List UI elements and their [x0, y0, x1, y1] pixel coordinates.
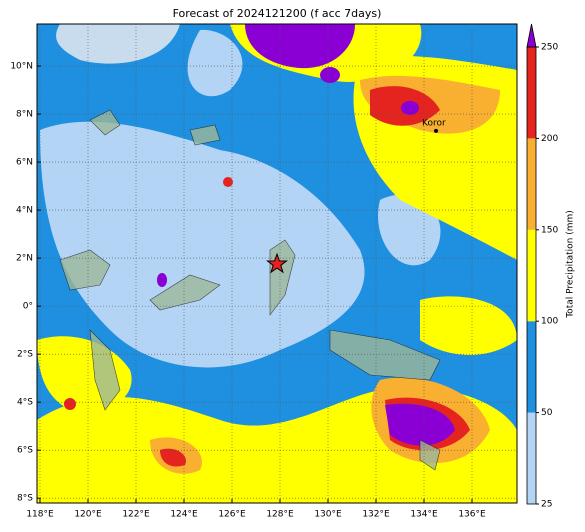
x-tick-label: 118°E: [26, 510, 54, 520]
x-tick-label: 126°E: [218, 510, 246, 520]
colorbar-segment: [527, 229, 536, 322]
colorbar-tick-label: 250: [541, 43, 558, 53]
map-frame: [36, 23, 518, 504]
y-tick-label: 6°S: [17, 446, 33, 456]
y-tick-label: 8°N: [16, 110, 33, 120]
colorbar-tick-label: 150: [541, 225, 558, 235]
y-tick-label: 4°S: [17, 398, 33, 408]
colorbar-frame: [526, 46, 537, 505]
y-tick-label: 2°S: [17, 350, 33, 360]
colorbar-tick-label: 200: [541, 134, 558, 144]
y-tick-label: 4°N: [16, 206, 33, 216]
y-tick-label: 2°N: [16, 254, 33, 264]
map-title: Forecast of 2024121200 (f acc 7days): [173, 7, 382, 20]
colorbar-segment: [527, 321, 536, 413]
location-star: [266, 252, 288, 274]
x-tick-label: 120°E: [74, 510, 102, 520]
colorbar-tick-label: 100: [541, 317, 558, 327]
x-tick-label: 122°E: [122, 510, 150, 520]
x-tick-label: 136°E: [458, 510, 486, 520]
y-tick-label: 0°: [23, 302, 33, 312]
x-tick-label: 124°E: [170, 510, 198, 520]
colorbar-tick-label: 25: [541, 500, 552, 510]
colorbar-extend: [526, 23, 537, 48]
colorbar-segment: [527, 412, 536, 504]
x-tick-label: 128°E: [266, 510, 294, 520]
y-tick-label: 6°N: [16, 158, 33, 168]
x-tick-label: 130°E: [314, 510, 342, 520]
colorbar-segment: [527, 138, 536, 230]
x-tick-label: 132°E: [362, 510, 390, 520]
colorbar-label: Total Precipitation (mm): [566, 210, 576, 319]
colorbar-segment: [527, 47, 536, 139]
x-tick-label: 134°E: [410, 510, 438, 520]
place-dot: [434, 128, 438, 133]
y-tick-label: 8°S: [17, 494, 33, 504]
place-label: Koror: [422, 118, 446, 128]
y-tick-label: 10°N: [10, 62, 33, 72]
colorbar-tick-label: 50: [541, 408, 553, 418]
